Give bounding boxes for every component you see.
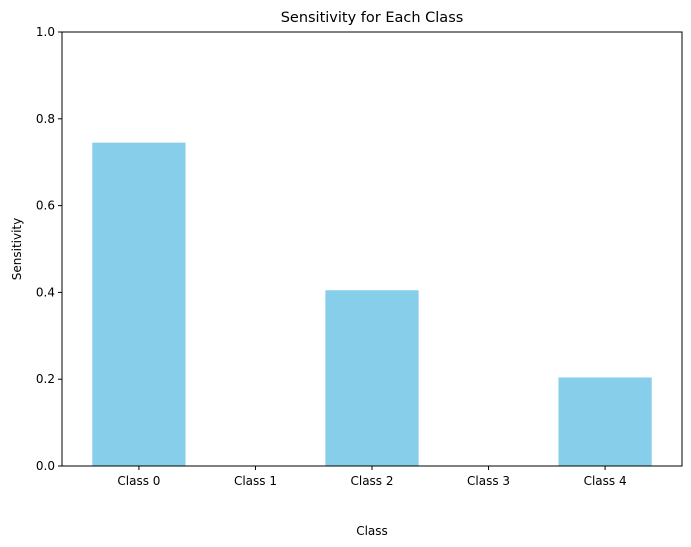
- y-tick-label: 0.4: [36, 285, 55, 299]
- y-tick-label: 0.0: [36, 459, 55, 473]
- y-tick-label: 0.6: [36, 199, 55, 213]
- bars-group: [92, 142, 652, 467]
- x-tick-label: Class 0: [117, 474, 160, 488]
- bar-class-2: [325, 290, 419, 466]
- bar-class-0: [92, 142, 186, 467]
- y-tick-label: 1.0: [36, 25, 55, 39]
- bar-class-4: [558, 377, 652, 466]
- x-tick-label: Class 1: [234, 474, 277, 488]
- x-tick-label: Class 3: [467, 474, 510, 488]
- x-tick-label: Class 4: [584, 474, 627, 488]
- y-axis-label: Sensitivity: [10, 218, 24, 280]
- y-axis-ticks: 0.0 0.2 0.4 0.6 0.8 1.0: [36, 25, 62, 473]
- x-axis-ticks: Class 0 Class 1 Class 2 Class 3 Class 4: [117, 466, 627, 488]
- y-tick-label: 0.2: [36, 372, 55, 386]
- y-tick-label: 0.8: [36, 112, 55, 126]
- x-tick-label: Class 2: [350, 474, 393, 488]
- chart-title: Sensitivity for Each Class: [281, 10, 464, 26]
- plot-frame: [61, 31, 683, 467]
- x-axis-label: Class: [356, 524, 388, 538]
